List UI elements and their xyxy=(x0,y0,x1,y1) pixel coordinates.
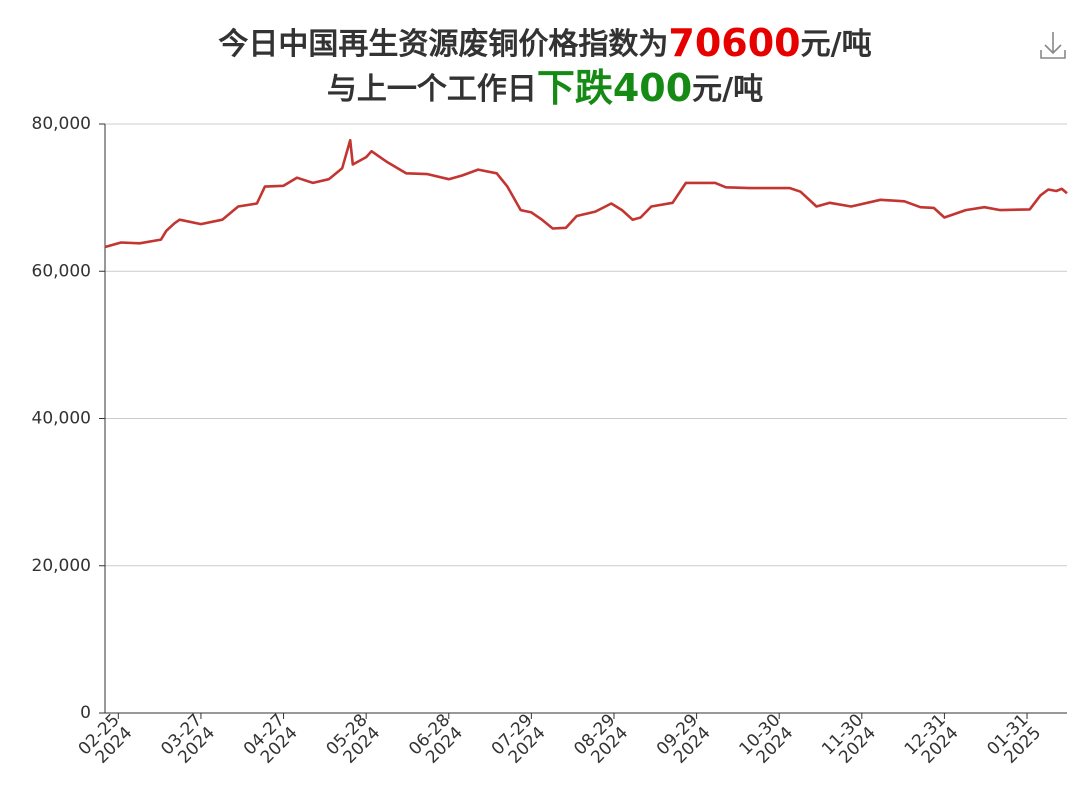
data-line xyxy=(104,138,1068,249)
title-part: 元/吨 xyxy=(801,27,872,62)
y-tick-label: 40,000 xyxy=(32,409,91,429)
download-icon[interactable] xyxy=(1040,32,1066,59)
title-part: 下跌400 xyxy=(537,66,692,110)
title-part: 与上一个工作日 xyxy=(327,72,537,107)
title-part: 元/吨 xyxy=(692,72,763,107)
title-part: 今日中国再生资源废铜价格指数为 xyxy=(218,27,668,62)
y-tick-label: 80,000 xyxy=(32,114,91,134)
y-tick-label: 20,000 xyxy=(32,556,91,576)
y-tick-label: 0 xyxy=(80,703,91,723)
y-tick-label: 60,000 xyxy=(32,261,91,281)
chart-title: 与上一个工作日下跌400元/吨 xyxy=(327,66,763,110)
chart-title: 今日中国再生资源废铜价格指数为70600元/吨 xyxy=(218,21,871,65)
title-part: 70600 xyxy=(668,21,800,65)
